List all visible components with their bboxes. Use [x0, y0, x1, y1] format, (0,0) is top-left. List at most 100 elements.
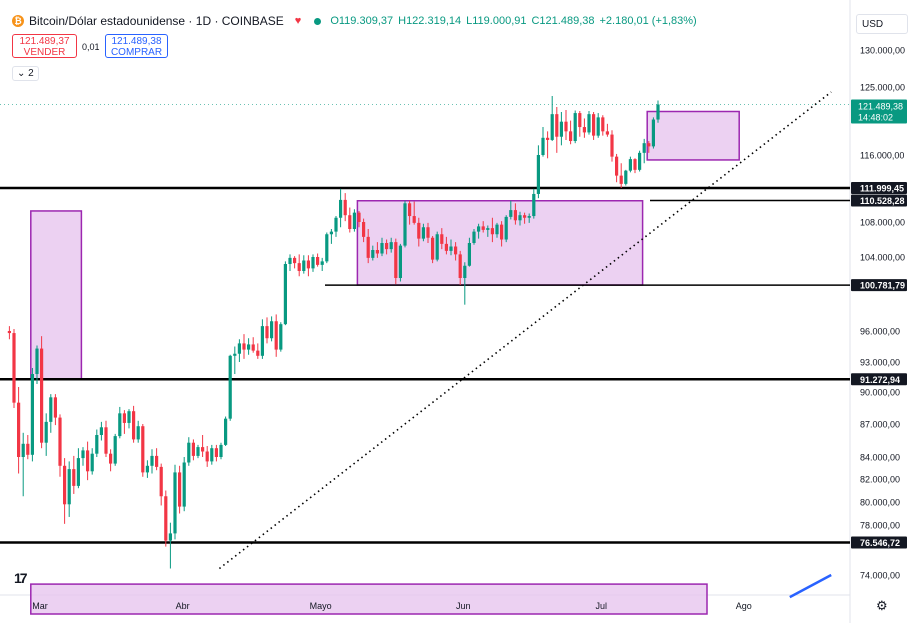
candle-body — [389, 242, 393, 250]
candle-body — [265, 326, 269, 339]
current-price-label: 121.489,38 — [858, 102, 903, 112]
candle-body — [279, 324, 283, 350]
candle-body — [587, 114, 591, 133]
candle-body — [247, 344, 251, 350]
candle-body — [398, 245, 402, 278]
candle-body — [132, 411, 136, 440]
candle-body — [224, 418, 228, 445]
candle-body — [99, 427, 103, 435]
candle-body — [578, 113, 582, 128]
candle-body — [366, 236, 370, 258]
x-tick-label: Mayo — [310, 601, 332, 611]
candle-body — [348, 215, 352, 229]
candle-body — [504, 216, 508, 240]
sell-button[interactable]: 121.489,37 VENDER — [12, 34, 77, 58]
candle-body — [302, 260, 306, 271]
candle-body — [306, 260, 310, 269]
heart-icon[interactable]: ♥ — [294, 15, 302, 27]
level-label: 100.781,79 — [860, 281, 905, 291]
level-label: 91.272,94 — [860, 375, 900, 385]
indicators-toggle[interactable]: ⌄ 2 — [12, 66, 39, 81]
candle-body — [596, 117, 600, 136]
candle-body — [297, 263, 301, 271]
y-tick-label: 84.000,00 — [860, 453, 900, 463]
candle-body — [638, 152, 642, 170]
candle-body — [40, 348, 44, 443]
candle-body — [325, 234, 329, 262]
candle-body — [237, 343, 241, 354]
y-tick-label: 125.000,00 — [860, 83, 905, 93]
candle-body — [178, 472, 182, 507]
y-tick-label: 87.000,00 — [860, 420, 900, 430]
symbol-title[interactable]: Bitcoin/Dólar estadounidense · 1D · COIN… — [29, 14, 284, 28]
candle-body — [136, 426, 140, 440]
y-tick-label: 78.000,00 — [860, 521, 900, 531]
gear-icon[interactable]: ⚙ — [876, 598, 888, 613]
candle-body — [113, 436, 117, 464]
candle-body — [320, 261, 324, 265]
candle-body — [486, 228, 490, 230]
y-tick-label: 90.000,00 — [860, 388, 900, 398]
candle-body — [127, 411, 131, 423]
candle-body — [546, 137, 550, 140]
candle-body — [362, 222, 366, 237]
candle-body — [592, 114, 596, 136]
candle-body — [628, 159, 632, 171]
candle-body — [30, 374, 34, 455]
candle-body — [408, 203, 412, 217]
zone-box — [30, 210, 83, 380]
level-label-bg — [851, 194, 907, 207]
trendline — [218, 91, 832, 570]
candle-body — [196, 447, 200, 456]
y-tick-label: 96.000,00 — [860, 327, 900, 337]
candle-body — [380, 243, 384, 254]
candle-body — [610, 134, 614, 157]
candle-body — [490, 228, 494, 235]
tradingview-logo-icon: 17 — [14, 570, 28, 586]
candle-body — [233, 353, 237, 356]
candle-body — [527, 216, 531, 218]
candle-body — [532, 193, 536, 217]
candle-body — [72, 469, 76, 486]
candle-body — [431, 237, 435, 260]
buy-button[interactable]: 121.489,38 COMPRAR — [105, 34, 168, 58]
market-status-icon — [314, 17, 322, 25]
ohlc-low: L119.000,91 — [466, 15, 527, 27]
candle-body — [26, 443, 30, 455]
candle-body — [283, 264, 287, 325]
candle-body — [53, 397, 57, 418]
candle-body — [214, 448, 218, 457]
candle-body — [495, 224, 499, 235]
level-label-bg — [851, 279, 907, 292]
x-tick-label: Jun — [456, 601, 471, 611]
candle-body — [573, 113, 577, 142]
current-price-tag — [851, 99, 907, 124]
candle-body — [633, 159, 637, 170]
candle-body — [500, 224, 504, 240]
candle-body — [150, 455, 154, 466]
candle-body — [329, 231, 333, 235]
bitcoin-icon: ₿ — [12, 15, 24, 27]
candle-body — [394, 242, 398, 278]
candle-body — [311, 257, 315, 269]
blue-trendline — [789, 573, 832, 599]
x-tick-label: Ago — [736, 601, 752, 611]
candle-body — [385, 243, 389, 250]
candle-body — [58, 417, 62, 466]
currency-select[interactable]: USD — [856, 14, 908, 34]
y-tick-label: 116.000,00 — [860, 151, 904, 161]
candle-body — [168, 533, 172, 541]
candle-body — [118, 413, 122, 437]
candle-body — [463, 265, 467, 278]
candle-body — [582, 127, 586, 133]
candle-body — [624, 170, 628, 184]
candle-body — [12, 333, 16, 403]
candle-body — [343, 199, 347, 216]
candle-body — [86, 450, 90, 472]
candle-body — [619, 175, 623, 184]
level-label-bg — [851, 536, 907, 549]
candle-body — [67, 469, 71, 505]
candle-body — [104, 427, 108, 454]
x-tick-label: Mar — [32, 601, 48, 611]
